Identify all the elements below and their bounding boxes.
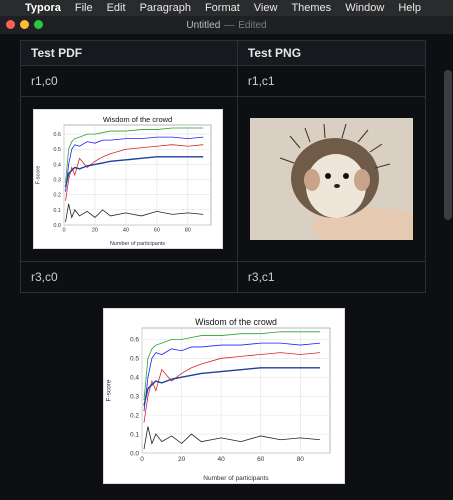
y-tick-label-3: 0.3 bbox=[53, 177, 61, 183]
y-axis-label: F-score bbox=[36, 166, 42, 185]
table-cell-r3c0[interactable]: r3,c0 bbox=[20, 261, 238, 293]
menu-format[interactable]: Format bbox=[204, 2, 240, 14]
window-status: Edited bbox=[238, 19, 267, 31]
hedgehog-illustration bbox=[249, 118, 413, 240]
y-tick-label-6: 0.6 bbox=[53, 132, 61, 138]
y-tick-label-5: 0.5 bbox=[53, 147, 61, 153]
window-controls bbox=[6, 20, 43, 29]
chart-title: Wisdom of the crowd bbox=[103, 115, 172, 124]
x-tick-label-1: 20 bbox=[178, 456, 186, 463]
x-tick-label-0: 0 bbox=[62, 228, 65, 234]
x-tick-label-1: 20 bbox=[92, 228, 98, 234]
series-line-4 bbox=[143, 426, 321, 450]
y-tick-label-4: 0.4 bbox=[130, 375, 139, 382]
table-cell-r2c0[interactable]: 0.0 0.1 0.2 0.3 0.4 0.5 0.6 0 20 40 60 80 Wisdom of … bbox=[20, 96, 238, 262]
x-tick-label-2: 40 bbox=[218, 456, 226, 463]
window-separator: — bbox=[224, 19, 235, 31]
minimize-window-button[interactable] bbox=[20, 20, 29, 29]
y-tick-label-2: 0.2 bbox=[130, 412, 139, 419]
menu-help[interactable]: Help bbox=[398, 2, 421, 14]
menu-window[interactable]: Window bbox=[345, 2, 385, 14]
scrollbar[interactable] bbox=[444, 70, 452, 220]
x-axis-label: Number of participants bbox=[203, 475, 269, 482]
y-tick-label-2: 0.2 bbox=[53, 193, 61, 199]
window-titlebar: Untitled — Edited bbox=[0, 16, 453, 34]
png-chart-image[interactable]: 0.0 0.1 0.2 0.3 0.4 0.5 0.6 0 20 40 60 80 Wisdom of … bbox=[103, 308, 345, 484]
table-cell-r1c0[interactable]: r1,c0 bbox=[20, 65, 238, 97]
chart-title: Wisdom of the crowd bbox=[195, 317, 277, 327]
series-line-0 bbox=[65, 127, 204, 183]
x-axis-label: Number of participants bbox=[110, 241, 166, 247]
apple-icon[interactable] bbox=[0, 0, 18, 16]
x-tick-label-3: 60 bbox=[257, 456, 265, 463]
y-tick-label-1: 0.1 bbox=[53, 208, 61, 214]
x-tick-label-4: 80 bbox=[185, 228, 191, 234]
menu-edit[interactable]: Edit bbox=[106, 2, 126, 14]
series-line-0 bbox=[143, 331, 321, 401]
y-tick-label-3: 0.3 bbox=[130, 393, 139, 400]
y-tick-label-0: 0.0 bbox=[53, 223, 61, 229]
chart-small-svg: 0.0 0.1 0.2 0.3 0.4 0.5 0.6 0 20 40 60 80 Wisdom of … bbox=[36, 115, 212, 247]
y-tick-label-0: 0.0 bbox=[130, 450, 139, 457]
y-axis-label: F-score bbox=[106, 379, 113, 401]
menubar: Typora File Edit Paragraph Format View T… bbox=[0, 0, 453, 16]
y-tick-label-4: 0.4 bbox=[53, 162, 61, 168]
table-cell-r3c1[interactable]: r3,c1 bbox=[236, 261, 427, 293]
menu-view[interactable]: View bbox=[253, 2, 278, 14]
x-tick-label-0: 0 bbox=[140, 456, 144, 463]
menu-paragraph[interactable]: Paragraph bbox=[139, 2, 191, 14]
series-line-3 bbox=[143, 367, 321, 406]
menu-app[interactable]: Typora bbox=[25, 2, 61, 14]
series-line-1 bbox=[143, 342, 321, 412]
menu-file[interactable]: File bbox=[74, 2, 93, 14]
y-tick-label-5: 0.5 bbox=[130, 356, 139, 363]
series-line-4 bbox=[65, 203, 204, 223]
table-cell-r2c1[interactable] bbox=[236, 96, 427, 262]
close-window-button[interactable] bbox=[6, 20, 15, 29]
zoom-window-button[interactable] bbox=[34, 20, 43, 29]
hedgehog-image[interactable] bbox=[249, 118, 413, 240]
series-line-3 bbox=[64, 156, 204, 188]
chart-large-svg: 0.0 0.1 0.2 0.3 0.4 0.5 0.6 0 20 40 60 80 Wisdom of … bbox=[106, 317, 331, 482]
table-header-c1[interactable]: Test PNG bbox=[236, 40, 427, 66]
markdown-table: Test PDF Test PNG r1,c0 r1,c1 0.0 0.1 0.2 0… bbox=[20, 40, 427, 293]
table-cell-r1c1[interactable]: r1,c1 bbox=[236, 65, 427, 97]
editor-content[interactable]: Test PDF Test PNG r1,c0 r1,c1 0.0 0.1 0.2 0… bbox=[0, 34, 453, 500]
x-tick-label-3: 60 bbox=[154, 228, 160, 234]
y-tick-label-1: 0.1 bbox=[130, 431, 139, 438]
window-title: Untitled bbox=[186, 19, 221, 31]
table-header-c0[interactable]: Test PDF bbox=[20, 40, 238, 66]
x-tick-label-4: 80 bbox=[297, 456, 305, 463]
menu-themes[interactable]: Themes bbox=[291, 2, 332, 14]
series-line-1 bbox=[65, 136, 204, 192]
y-tick-label-6: 0.6 bbox=[130, 337, 139, 344]
pdf-chart-image[interactable]: 0.0 0.1 0.2 0.3 0.4 0.5 0.6 0 20 40 60 80 Wisdom of … bbox=[33, 109, 223, 249]
x-tick-label-2: 40 bbox=[123, 228, 129, 234]
